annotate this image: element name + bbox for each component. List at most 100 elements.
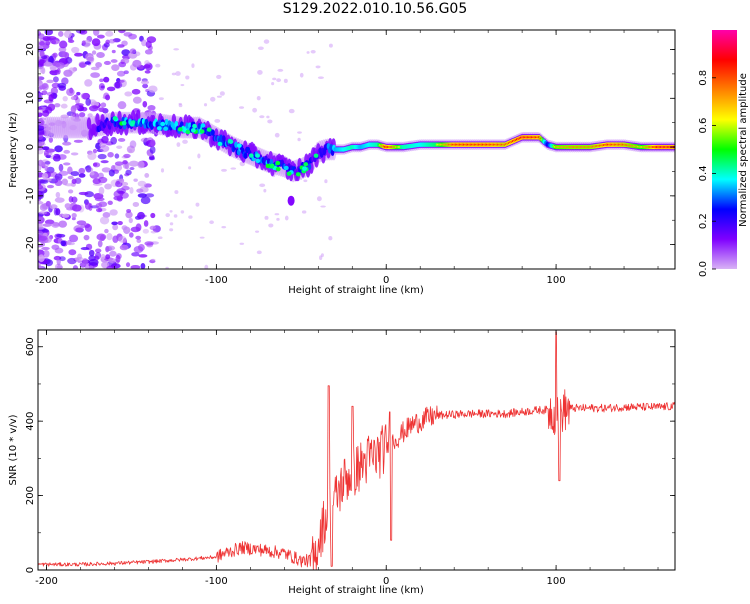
ridge-blob <box>206 127 212 132</box>
noise-blob <box>129 232 134 238</box>
noise-blob <box>43 61 53 67</box>
noise-blob <box>328 43 333 48</box>
noise-blob <box>80 92 89 100</box>
noise-blob <box>61 77 69 85</box>
noise-blob <box>169 222 174 226</box>
noise-blob <box>165 266 169 269</box>
noise-blob <box>48 94 54 102</box>
ridge-blob <box>112 116 118 121</box>
noise-blob <box>111 221 118 226</box>
noise-blob <box>169 228 174 232</box>
ridge-blob <box>228 139 234 144</box>
noise-blob <box>115 254 121 263</box>
noise-blob <box>63 30 72 38</box>
noise-blob <box>118 235 127 243</box>
noise-blob <box>136 188 144 193</box>
noise-blob <box>199 236 205 239</box>
noise-blob <box>173 48 180 51</box>
noise-blob <box>58 220 68 228</box>
ridge-blob <box>302 166 307 171</box>
colorbar-tick-label: 0.6 <box>698 118 709 134</box>
spectrogram-heatmap <box>38 30 675 269</box>
noise-blob <box>88 258 99 266</box>
noise-blob <box>268 223 274 228</box>
noise-blob <box>144 49 153 55</box>
noise-blob <box>84 61 91 65</box>
noise-blob <box>150 139 156 147</box>
noise-blob <box>114 153 120 159</box>
ridge-blob <box>177 127 183 132</box>
noise-blob <box>324 179 328 184</box>
noise-blob <box>264 215 269 220</box>
noise-blob <box>191 63 195 68</box>
noise-blob <box>113 81 123 89</box>
noise-blob <box>185 75 190 80</box>
noise-blob <box>121 181 129 187</box>
noise-blob <box>297 137 301 142</box>
noise-blob <box>92 148 98 154</box>
noise-blob <box>136 238 142 244</box>
noise-blob <box>61 213 70 218</box>
noise-blob <box>214 118 221 123</box>
snr-ytick-label: 400 <box>25 412 36 431</box>
noise-blob <box>52 155 61 162</box>
noise-blob <box>97 153 107 160</box>
noise-blob <box>95 203 103 209</box>
noise-blob <box>58 256 66 262</box>
noise-blob <box>126 208 132 213</box>
noise-blob <box>142 100 148 108</box>
noise-blob <box>88 265 94 269</box>
noise-blob <box>53 207 58 216</box>
colorbar-label: Normalized spectral amplitude <box>738 73 749 227</box>
ridge-blob <box>156 126 162 131</box>
ridge-core <box>243 152 248 159</box>
noise-blob <box>96 34 105 39</box>
noise-blob <box>328 235 333 241</box>
noise-blob <box>128 160 139 167</box>
ridge-blob <box>185 129 191 135</box>
noise-blob <box>197 153 201 159</box>
ridge-blob <box>199 129 205 134</box>
noise-blob <box>60 240 67 247</box>
ridge-blob <box>269 163 275 168</box>
noise-blob <box>44 165 49 172</box>
noise-blob <box>41 246 50 251</box>
noise-blob <box>72 265 79 269</box>
noise-blob <box>95 248 102 253</box>
noise-blob <box>221 168 227 172</box>
ridge-core <box>174 120 179 128</box>
ridge-blob <box>255 153 261 158</box>
noise-blob <box>173 214 178 218</box>
noise-blob <box>69 234 79 243</box>
noise-blob <box>239 106 245 109</box>
noise-blob <box>48 137 54 143</box>
noise-blob <box>91 38 101 47</box>
noise-blob <box>84 79 93 87</box>
noise-blob <box>299 72 304 78</box>
noise-blob <box>114 161 124 166</box>
spectrogram-xtick-label: -200 <box>35 275 58 286</box>
noise-blob <box>188 215 193 219</box>
noise-blob <box>64 203 71 209</box>
noise-blob <box>111 49 116 54</box>
ridge-blob <box>217 141 223 147</box>
noise-blob <box>38 112 43 118</box>
colorbar-tick-label: 0.0 <box>698 261 709 277</box>
noise-blob <box>100 102 107 108</box>
noise-blob <box>267 119 273 124</box>
noise-blob <box>96 233 107 241</box>
noise-blob <box>155 63 161 68</box>
noise-blob <box>252 107 258 113</box>
noise-blob <box>90 66 100 71</box>
noise-blob <box>110 136 117 145</box>
noise-blob <box>84 223 93 232</box>
noise-blob <box>259 115 265 119</box>
snr-axes: -200 -100 0 100 0 200 400 600 <box>25 330 675 587</box>
noise-blob <box>103 60 111 66</box>
noise-blob <box>63 149 71 154</box>
noise-blob <box>38 106 43 111</box>
noise-blob <box>149 145 156 154</box>
colorbar-ticks: 0.0 0.2 0.4 0.6 0.8 <box>698 70 716 277</box>
ridge-blob <box>265 163 271 169</box>
